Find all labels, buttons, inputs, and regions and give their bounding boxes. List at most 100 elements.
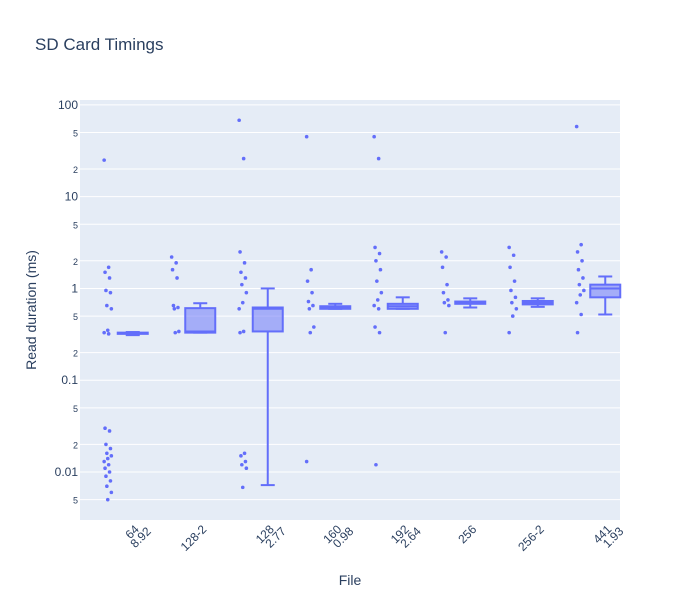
- point: [308, 330, 313, 335]
- point: [439, 250, 444, 254]
- point: [243, 459, 248, 464]
- point: [507, 245, 511, 250]
- point: [107, 470, 112, 474]
- point: [105, 303, 109, 308]
- point: [307, 307, 312, 311]
- point: [243, 276, 248, 280]
- box: [184, 307, 217, 334]
- point: [377, 330, 382, 335]
- point: [507, 330, 511, 335]
- point: [578, 293, 583, 297]
- point: [176, 305, 180, 310]
- point: [106, 265, 111, 270]
- point: [237, 307, 241, 311]
- point: [513, 295, 518, 300]
- x-tick-label: 256-2: [515, 522, 547, 554]
- point: [444, 255, 448, 259]
- chart-title: SD Card Timings: [35, 35, 163, 54]
- y-axis-title: Read duration (ms): [23, 250, 39, 370]
- point: [170, 267, 175, 272]
- y-tick-label: 1: [71, 281, 78, 295]
- point: [108, 290, 113, 295]
- point: [312, 325, 316, 329]
- point: [103, 466, 107, 471]
- point: [169, 255, 174, 259]
- point: [377, 251, 382, 256]
- point: [508, 265, 512, 270]
- point: [173, 330, 178, 335]
- point: [240, 300, 245, 305]
- point: [107, 276, 112, 280]
- plot-area: [80, 100, 620, 520]
- point: [372, 303, 376, 308]
- point: [106, 332, 111, 336]
- x-axis-title: File: [339, 572, 362, 588]
- y-tick-label: 100: [58, 98, 78, 112]
- point: [105, 456, 110, 461]
- point: [109, 307, 114, 311]
- point: [447, 303, 451, 308]
- point: [305, 279, 310, 283]
- point: [304, 134, 309, 139]
- y-tick-label: 2: [73, 257, 78, 267]
- point: [105, 497, 110, 502]
- x-tick-label: 256: [455, 522, 479, 546]
- point: [102, 330, 106, 335]
- point: [109, 490, 114, 495]
- point: [574, 124, 579, 129]
- point: [177, 329, 181, 334]
- point: [306, 299, 311, 304]
- point: [172, 307, 177, 311]
- point: [107, 429, 112, 433]
- point: [441, 290, 446, 295]
- point: [239, 270, 243, 275]
- box: [251, 306, 284, 333]
- y-tick-label: 10: [65, 190, 79, 204]
- point: [244, 466, 249, 471]
- point: [171, 303, 176, 308]
- point: [104, 288, 108, 293]
- point: [237, 118, 241, 123]
- point: [575, 250, 580, 254]
- point: [376, 307, 381, 311]
- point: [574, 300, 579, 305]
- point: [108, 479, 113, 483]
- point: [240, 462, 244, 467]
- point: [241, 156, 246, 161]
- box: [589, 283, 622, 299]
- point: [581, 276, 585, 280]
- point: [512, 279, 517, 283]
- point: [579, 312, 583, 317]
- y-tick-label: 2: [73, 165, 78, 175]
- y-tick-label: 5: [73, 496, 78, 506]
- point: [238, 250, 242, 254]
- point: [378, 267, 383, 272]
- x-tick-label: 128-2: [178, 522, 210, 554]
- point: [244, 290, 249, 295]
- point: [577, 282, 582, 287]
- point: [582, 288, 586, 293]
- point: [375, 279, 379, 283]
- point: [511, 253, 516, 258]
- point: [106, 462, 111, 467]
- point: [510, 314, 515, 318]
- point: [373, 325, 377, 329]
- point: [103, 270, 107, 275]
- point: [242, 261, 247, 265]
- point: [575, 330, 580, 335]
- point: [104, 442, 108, 447]
- point: [446, 298, 450, 302]
- point: [379, 290, 384, 295]
- point: [373, 245, 377, 250]
- y-tick-label: 5: [73, 312, 78, 322]
- point: [102, 158, 106, 162]
- point: [509, 288, 513, 293]
- point: [105, 484, 109, 489]
- point: [579, 242, 583, 247]
- point: [443, 330, 448, 335]
- y-tick-label: 5: [73, 220, 78, 230]
- point: [580, 259, 584, 263]
- point: [103, 426, 107, 431]
- point: [238, 330, 242, 335]
